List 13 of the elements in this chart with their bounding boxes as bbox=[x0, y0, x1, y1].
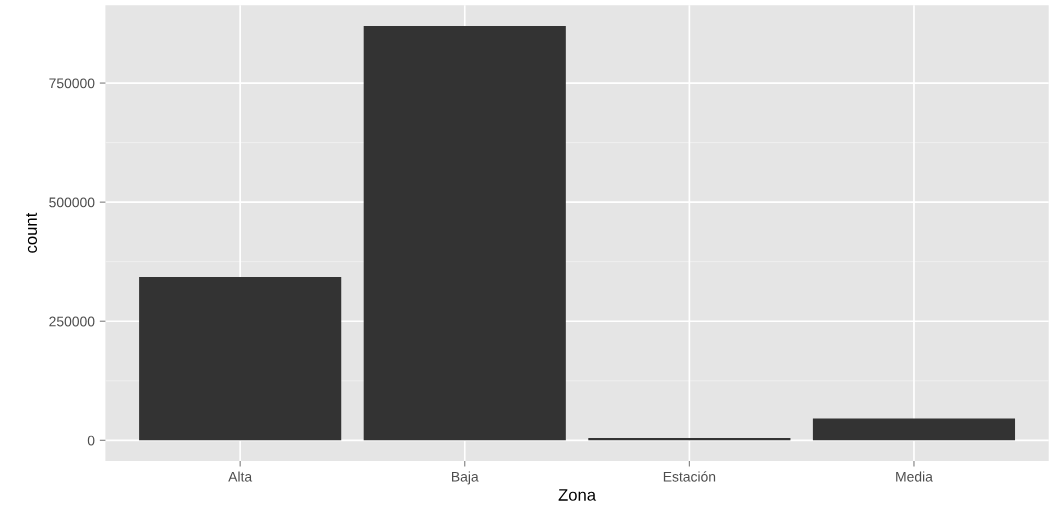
y-tick-label: 750000 bbox=[49, 78, 95, 89]
y-tick-label: 500000 bbox=[49, 197, 95, 208]
x-tick-label: Baja bbox=[452, 471, 479, 485]
bar bbox=[139, 276, 342, 441]
bar bbox=[812, 418, 1016, 441]
y-tick-label: 250000 bbox=[49, 316, 95, 327]
bar bbox=[363, 25, 566, 441]
x-axis-title: Zona bbox=[558, 489, 597, 501]
x-tick-label: Media bbox=[896, 471, 933, 482]
y-axis-title: count bbox=[26, 212, 38, 253]
x-tick-label: Estación bbox=[663, 471, 716, 482]
y-tick-label: 0 bbox=[87, 435, 95, 446]
x-tick-label: Alta bbox=[228, 471, 253, 482]
